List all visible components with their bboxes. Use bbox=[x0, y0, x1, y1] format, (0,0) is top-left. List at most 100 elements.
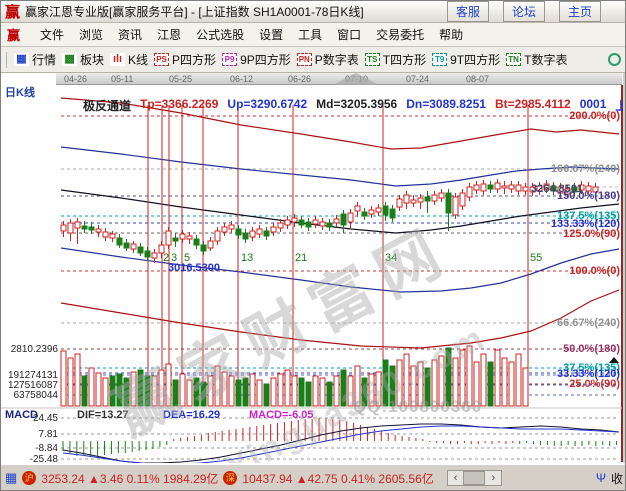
volume-bar bbox=[123, 377, 130, 407]
toolbar-t-square[interactable]: TS T四方形 bbox=[364, 51, 426, 68]
candle-body bbox=[487, 184, 494, 190]
volume-bar bbox=[403, 353, 410, 407]
candle-body bbox=[221, 226, 228, 233]
toolbar-p-square[interactable]: PS P四方形 bbox=[154, 51, 216, 68]
price-annotation: 3016.5300 bbox=[168, 262, 220, 274]
toolbar-separator bbox=[6, 51, 7, 68]
tool-bar: ▦ 行情 ▩ 板块 ılı K线 PS P四方形 P9 9P四方形 PN P数字… bbox=[1, 47, 625, 73]
candle-body bbox=[235, 228, 242, 236]
volume-bar bbox=[186, 379, 193, 407]
menu-tools[interactable]: 工具 bbox=[298, 28, 323, 42]
volume-bar bbox=[326, 381, 333, 407]
toolbar-label: 行情 bbox=[32, 53, 57, 67]
toolbar-label: T数字表 bbox=[524, 53, 568, 67]
quote-table-icon[interactable]: ▦ bbox=[5, 470, 18, 485]
candle-body bbox=[466, 186, 473, 198]
volume-bar bbox=[438, 355, 445, 407]
toolbar-kline[interactable]: ılı K线 bbox=[110, 51, 148, 68]
menu-help[interactable]: 帮助 bbox=[439, 28, 464, 42]
date-tick-label: 05-25 bbox=[169, 74, 193, 84]
date-tick-label: 04-26 bbox=[64, 74, 88, 84]
gann-percent-label: 125.0%(90) bbox=[563, 228, 620, 240]
volume-bar bbox=[501, 357, 508, 407]
candle-body bbox=[361, 211, 368, 217]
macd-dif-value: DIF=13.27 bbox=[77, 409, 129, 421]
channel-line-md bbox=[60, 189, 620, 234]
candle-body bbox=[536, 185, 543, 192]
candle-body bbox=[529, 186, 536, 193]
volume-bar bbox=[473, 361, 480, 407]
volume-bar bbox=[228, 375, 235, 407]
candle-body bbox=[564, 188, 571, 195]
candle-body bbox=[88, 226, 95, 231]
candle-body bbox=[60, 224, 67, 232]
scroll-right-arrow[interactable]: › bbox=[491, 472, 496, 484]
macd-indicator-label[interactable]: MACD bbox=[5, 409, 38, 421]
menu-gann[interactable]: 江恩 bbox=[157, 28, 182, 42]
candle-body bbox=[270, 226, 277, 233]
candle-body bbox=[172, 237, 179, 242]
toolbar-9p-square[interactable]: P9 9P四方形 bbox=[222, 51, 291, 68]
fib-count-label: 34 bbox=[385, 252, 397, 264]
candle-body bbox=[417, 197, 424, 203]
volume-bar bbox=[459, 349, 466, 407]
menu-formula-stock-pick[interactable]: 公式选股 bbox=[196, 28, 245, 42]
status-bar: ▦ 沪 3253.24 ▲3.46 0.11% 1984.29亿 深 10437… bbox=[1, 463, 625, 490]
candle-body bbox=[151, 252, 158, 259]
home-button[interactable]: 主页 bbox=[558, 1, 601, 22]
forum-button[interactable]: 论坛 bbox=[502, 1, 545, 22]
toolbar-t-number-table[interactable]: TN T数字表 bbox=[506, 51, 567, 68]
candle-body bbox=[522, 186, 529, 192]
price-annotation: 3264.8501 bbox=[531, 183, 583, 195]
volume-bar bbox=[298, 377, 305, 407]
menu-news[interactable]: 资讯 bbox=[118, 28, 143, 42]
window-title: 赢家江恩专业版[赢家服务平台] - [上证指数 SH1A0001-78日K线] bbox=[25, 5, 364, 19]
volume-bar bbox=[389, 365, 396, 407]
scroll-left-arrow[interactable]: ‹ bbox=[453, 472, 458, 484]
candle-body bbox=[305, 221, 312, 228]
nine-p-square-icon: P9 bbox=[222, 53, 238, 66]
menu-file[interactable]: 文件 bbox=[40, 28, 65, 42]
fib-count-label: 3 bbox=[171, 252, 177, 264]
candle-body bbox=[592, 186, 599, 193]
candle-body bbox=[67, 222, 74, 234]
toolbar-p-number-table[interactable]: PN P数字表 bbox=[296, 51, 359, 68]
volume-bar bbox=[445, 347, 452, 407]
shenzhen-badge-icon: 深 bbox=[223, 471, 238, 485]
toolbar-quotes[interactable]: ▦ 行情 bbox=[14, 51, 56, 68]
channel-header-value: Up=3290.6742 bbox=[227, 97, 308, 111]
menu-window[interactable]: 窗口 bbox=[337, 28, 362, 42]
menu-browse[interactable]: 浏览 bbox=[79, 28, 104, 42]
volume-bar bbox=[102, 377, 109, 407]
candle-body bbox=[382, 205, 389, 216]
candle-body bbox=[186, 235, 193, 240]
watermark-site: www.Yingjia360.com bbox=[131, 318, 493, 463]
toolbar-label: 9P四方形 bbox=[240, 53, 291, 67]
candle-body bbox=[249, 230, 256, 238]
candle-body bbox=[424, 196, 431, 202]
volume-bar bbox=[291, 375, 298, 407]
menu-trade[interactable]: 交易委托 bbox=[376, 28, 425, 42]
volume-bar bbox=[193, 377, 200, 407]
coin-icon[interactable] bbox=[608, 53, 621, 66]
candle-body bbox=[368, 209, 375, 215]
channel-header-value: 上证指数 bbox=[615, 97, 625, 114]
customer-service-button[interactable]: 客服 bbox=[446, 1, 489, 22]
app-logo-icon: 赢 bbox=[5, 4, 21, 21]
toolbar-sectors[interactable]: ▩ 板块 bbox=[62, 51, 104, 68]
toolbar-9t-square[interactable]: T9 9T四方形 bbox=[432, 51, 500, 68]
volume-bar bbox=[74, 353, 81, 407]
price-scale-label: 127516087 bbox=[8, 380, 58, 391]
candle-body bbox=[340, 213, 347, 226]
candle-body bbox=[452, 196, 459, 216]
volume-bar bbox=[130, 371, 137, 407]
volume-bar bbox=[67, 357, 74, 407]
candle-body bbox=[445, 192, 452, 214]
scroll-thumb[interactable] bbox=[463, 471, 486, 485]
candle-body bbox=[277, 222, 284, 229]
t-square-icon: TS bbox=[364, 53, 380, 66]
menu-settings[interactable]: 设置 bbox=[259, 28, 284, 42]
right-frame-gutter bbox=[623, 73, 625, 463]
volume-bar bbox=[137, 369, 144, 407]
volume-bar bbox=[487, 361, 494, 407]
